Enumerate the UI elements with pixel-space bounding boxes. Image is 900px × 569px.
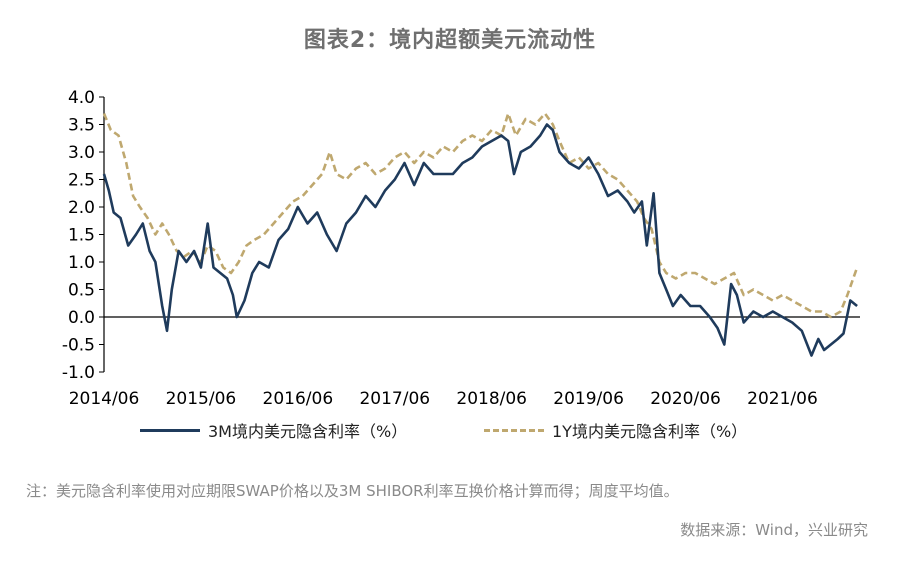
x-tick-label: 2016/06 <box>263 389 334 409</box>
legend-label-3m: 3M境内美元隐含利率（%） <box>208 422 408 441</box>
footnote: 注：美元隐含利率使用对应期限SWAP价格以及3M SHIBOR利率互换价格计算而… <box>26 482 679 500</box>
y-ticks: 4.0 3.5 3.0 2.5 2.0 1.5 1.0 0.5 0.0 -0.5 -1.0 <box>62 88 104 383</box>
x-tick-label: 2014/06 <box>69 389 140 409</box>
y-tick-label: 0.0 <box>68 308 95 328</box>
x-ticks: 2014/06 2015/06 2016/06 2017/06 2018/06 2019/… <box>69 389 818 409</box>
x-tick-label: 2020/06 <box>650 389 721 409</box>
legend-label-1y: 1Y境内美元隐含利率（%） <box>552 422 748 441</box>
legend-item-1y: 1Y境内美元隐含利率（%） <box>484 418 747 442</box>
x-tick-label: 2015/06 <box>166 389 237 409</box>
legend-item-3m: 3M境内美元隐含利率（%） <box>140 418 407 442</box>
y-tick-label: 2.0 <box>68 198 95 218</box>
x-tick-label: 2018/06 <box>456 389 527 409</box>
legend-line-1y <box>484 428 544 432</box>
chart-title: 图表2：境内超额美元流动性 <box>303 28 597 53</box>
line-chart: 4.0 3.5 3.0 2.5 2.0 1.5 1.0 0.5 0.0 -0.5 -1.0 2014… <box>62 88 860 409</box>
y-tick-label: 1.0 <box>68 253 95 273</box>
y-tick-label: -0.5 <box>62 336 95 356</box>
series-group <box>102 112 859 357</box>
y-tick-label: 3.0 <box>68 143 95 163</box>
y-tick-label: 0.5 <box>68 281 95 301</box>
x-tick-label: 2021/06 <box>747 389 818 409</box>
y-tick-label: 1.5 <box>68 226 95 246</box>
y-tick-label: -1.0 <box>62 363 95 383</box>
legend: 3M境内美元隐含利率（%） 1Y境内美元隐含利率（%） <box>0 418 900 444</box>
y-tick-label: 2.5 <box>68 171 95 191</box>
y-tick-label: 4.0 <box>68 88 95 108</box>
y-tick-label: 3.5 <box>68 116 95 136</box>
series-line-1y <box>102 112 859 319</box>
data-source: 数据来源：Wind，兴业研究 <box>680 521 868 539</box>
legend-line-3m <box>140 428 200 432</box>
series-line-3m <box>102 123 858 357</box>
x-tick-label: 2017/06 <box>359 389 430 409</box>
x-tick-label: 2019/06 <box>553 389 624 409</box>
